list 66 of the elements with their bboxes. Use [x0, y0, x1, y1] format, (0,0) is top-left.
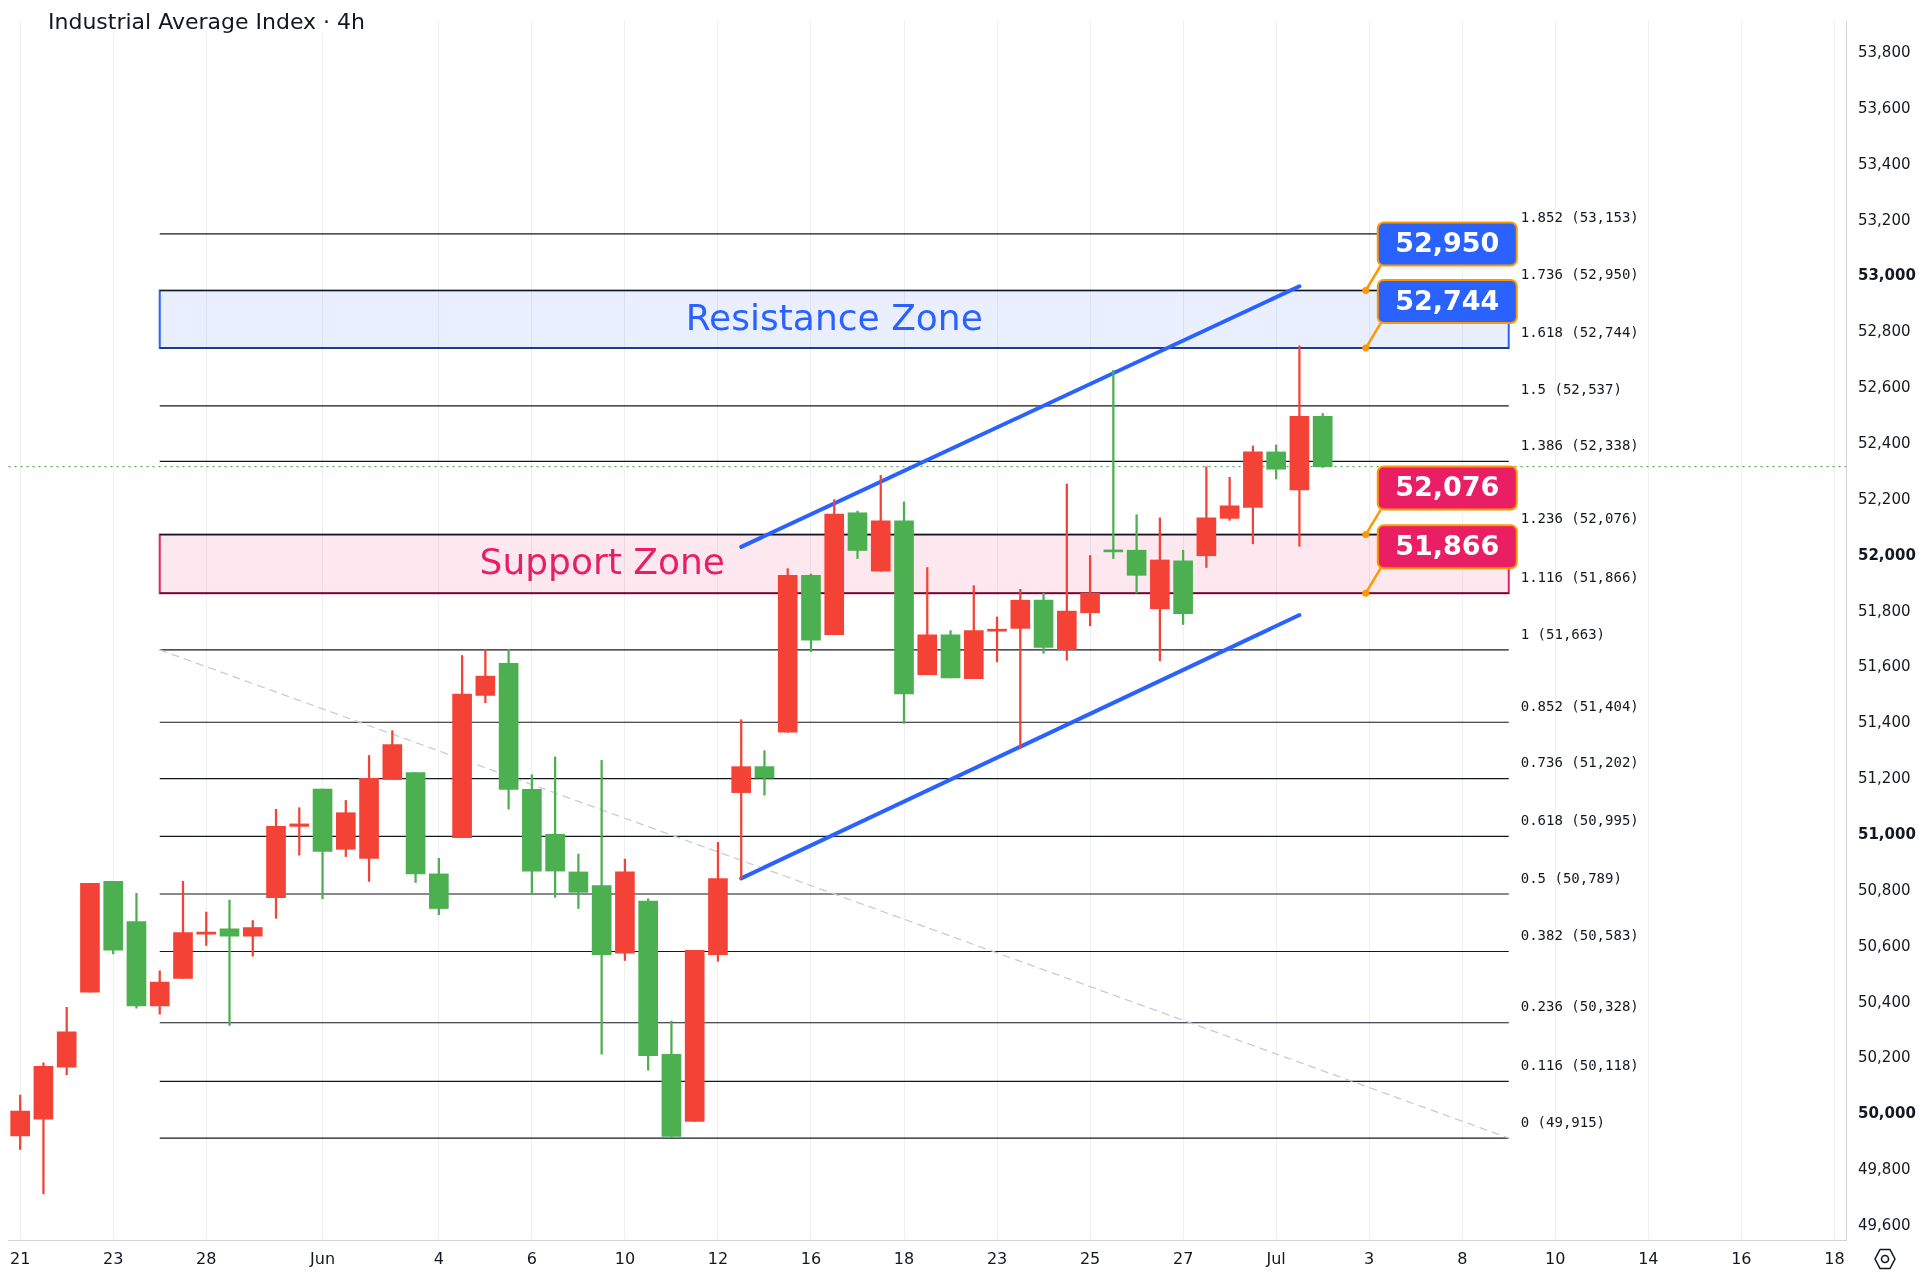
ref-line-label: 0.382 (50,583) [1520, 927, 1639, 944]
ref-line-label: 1.386 (52,338) [1520, 437, 1639, 454]
x-tick-label: 16 [800, 1248, 822, 1268]
annotation: 51,866 [1395, 529, 1500, 561]
y-tick-label: 52,600 [1858, 378, 1911, 397]
annotation: 52,950 [1395, 227, 1500, 259]
x-tick-label: 18 [893, 1248, 915, 1268]
x-tick-label: 10 [614, 1248, 636, 1268]
x-tick-label: 25 [1079, 1248, 1101, 1268]
ref-line-label: 1.736 (52,950) [1520, 266, 1639, 283]
annotation: 52,744 [1395, 284, 1500, 316]
x-tick-label: 14 [1638, 1248, 1659, 1268]
y-tick-label: 49,800 [1858, 1160, 1911, 1179]
x-tick-label: 10 [1545, 1248, 1566, 1268]
x-tick-label: 16 [1731, 1248, 1752, 1268]
y-tick-label: 50,200 [1858, 1048, 1911, 1067]
y-tick-label: 51,200 [1858, 769, 1911, 788]
ref-line-label: 0 (49,915) [1520, 1113, 1606, 1130]
y-tick-label: 53,000 [1858, 266, 1916, 285]
x-tick-label: 28 [196, 1248, 217, 1268]
y-tick-label: 51,400 [1858, 713, 1911, 732]
ref-line-label: 0.736 (51,202) [1520, 754, 1639, 771]
ref-line-label: 1.618 (52,744) [1520, 323, 1639, 340]
ref-line-label: 0.5 (50,789) [1520, 869, 1622, 886]
ref-line-label: 1.5 (52,537) [1520, 381, 1622, 398]
y-tick-label: 49,600 [1858, 1215, 1911, 1234]
y-tick-label: 53,400 [1858, 154, 1911, 173]
y-tick-label: 50,600 [1858, 936, 1911, 955]
annotation: 52,076 [1395, 471, 1500, 503]
candlestick [754, 750, 775, 796]
ref-line-label: 1 (51,663) [1520, 625, 1606, 642]
x-tick-label: 23 [103, 1248, 124, 1268]
x-tick-label: 4 [433, 1248, 444, 1268]
x-tick-label: 27 [1172, 1248, 1194, 1268]
y-tick-label: 50,400 [1858, 992, 1911, 1011]
y-tick-label: 52,000 [1858, 545, 1916, 564]
y-tick-label: 51,800 [1858, 601, 1911, 620]
y-tick-label: 52,400 [1858, 433, 1911, 452]
x-tick-label: 23 [986, 1248, 1008, 1268]
x-tick-label: Jul [1265, 1248, 1286, 1268]
x-tick-label: 6 [526, 1248, 537, 1268]
ref-line-label: 0.618 (50,995) [1520, 812, 1639, 829]
x-tick-label: 3 [1364, 1248, 1375, 1268]
y-tick-label: 51,000 [1858, 824, 1916, 843]
ref-line-label: 1.236 (52,076) [1520, 510, 1639, 527]
y-tick-label: 53,200 [1858, 210, 1911, 229]
x-tick-label: 21 [10, 1248, 31, 1268]
ref-line-label: 0.852 (51,404) [1520, 697, 1639, 714]
x-tick-label: Jun [309, 1248, 336, 1268]
x-tick-label: 12 [707, 1248, 729, 1268]
y-tick-label: 52,800 [1858, 322, 1911, 341]
band-label: Support Zone [479, 541, 725, 583]
y-tick-label: 50,000 [1858, 1104, 1916, 1123]
ref-line-label: 0.236 (50,328) [1520, 998, 1639, 1015]
ref-line-label: 0.116 (50,118) [1520, 1057, 1639, 1074]
ref-line-label: 1.116 (51,866) [1520, 568, 1639, 585]
y-tick-label: 50,800 [1858, 880, 1911, 899]
x-tick-label: 8 [1457, 1248, 1468, 1268]
y-tick-label: 51,600 [1858, 657, 1911, 676]
x-tick-label: 18 [1824, 1248, 1845, 1268]
y-tick-label: 53,800 [1858, 43, 1911, 62]
y-tick-label: 52,200 [1858, 489, 1911, 508]
y-tick-label: 53,600 [1858, 98, 1911, 117]
band-label: Resistance Zone [685, 296, 983, 338]
ref-line-label: 1.852 (53,153) [1520, 209, 1639, 226]
chart-title: Industrial Average Index · 4h [44, 9, 369, 34]
